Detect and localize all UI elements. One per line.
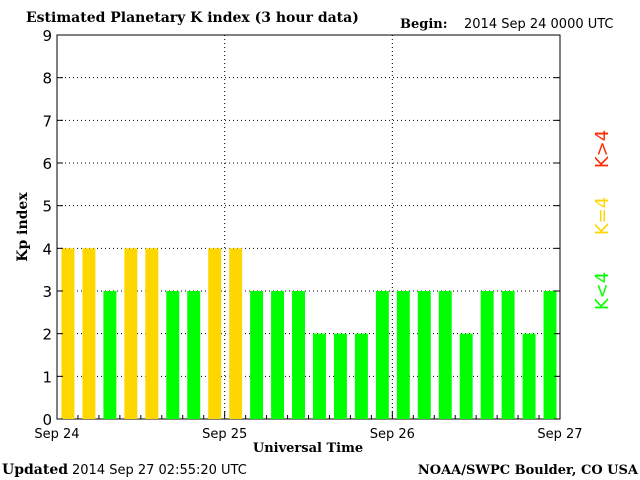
y-tick-label: 4 xyxy=(42,240,52,258)
y-axis-ticks: 0 1 2 3 4 5 6 7 8 9 xyxy=(42,27,560,429)
updated-value: 2014 Sep 27 02:55:20 UTC xyxy=(72,463,247,478)
kp-bar xyxy=(124,248,138,419)
grid-lines xyxy=(57,35,560,419)
kp-bar xyxy=(438,291,452,419)
kp-bar xyxy=(250,291,264,419)
y-tick-label: 7 xyxy=(42,112,52,130)
kp-bar xyxy=(333,333,347,419)
kp-bar xyxy=(103,291,117,419)
y-tick-label: 9 xyxy=(42,27,52,45)
y-tick-label: 5 xyxy=(42,198,52,216)
x-axis-label: Universal Time xyxy=(253,441,363,456)
kp-bar xyxy=(82,248,96,419)
kp-bar xyxy=(417,291,431,419)
y-tick-label: 3 xyxy=(42,283,52,301)
kp-bar xyxy=(522,333,536,419)
credit: NOAA/SWPC Boulder, CO USA xyxy=(418,463,639,478)
x-tick-label: Sep 27 xyxy=(537,427,582,442)
legend-low: K<4 xyxy=(592,272,613,310)
updated-label: Updated xyxy=(2,462,68,478)
kp-bar xyxy=(480,291,494,419)
kp-bar xyxy=(501,291,515,419)
kp-bar xyxy=(145,248,159,419)
x-tick-label: Sep 26 xyxy=(370,427,415,442)
x-axis-ticks: Sep 24 Sep 25 Sep 26 Sep 27 xyxy=(34,411,583,442)
legend-mid: K=4 xyxy=(592,197,613,235)
bar-series xyxy=(61,248,557,419)
y-tick-label: 0 xyxy=(42,411,52,429)
kp-bar xyxy=(187,291,201,419)
kp-bar xyxy=(313,333,326,419)
kp-bar xyxy=(543,291,557,419)
x-tick-label: Sep 25 xyxy=(202,427,247,442)
y-tick-label: 8 xyxy=(42,70,52,88)
kp-bar xyxy=(292,291,305,419)
y-tick-label: 1 xyxy=(42,368,52,386)
x-tick-label: Sep 24 xyxy=(34,427,79,442)
kp-bar xyxy=(166,291,180,419)
kp-bar xyxy=(229,248,243,419)
kp-bar xyxy=(375,291,389,419)
kp-bar xyxy=(354,333,368,419)
kp-bar xyxy=(271,291,285,419)
kp-bar xyxy=(459,333,473,419)
kp-bar xyxy=(396,291,410,419)
legend-high: K>4 xyxy=(592,130,613,168)
y-tick-label: 6 xyxy=(42,155,52,173)
kp-bar xyxy=(208,248,222,419)
y-tick-label: 2 xyxy=(42,326,52,344)
y-axis-label: Kp index xyxy=(15,192,31,262)
kp-bar xyxy=(61,248,75,419)
begin-value: 2014 Sep 24 0000 UTC xyxy=(464,17,614,32)
chart-title: Estimated Planetary K index (3 hour data… xyxy=(26,10,359,26)
plot-area xyxy=(56,34,561,420)
begin-label: Begin: xyxy=(400,17,448,32)
